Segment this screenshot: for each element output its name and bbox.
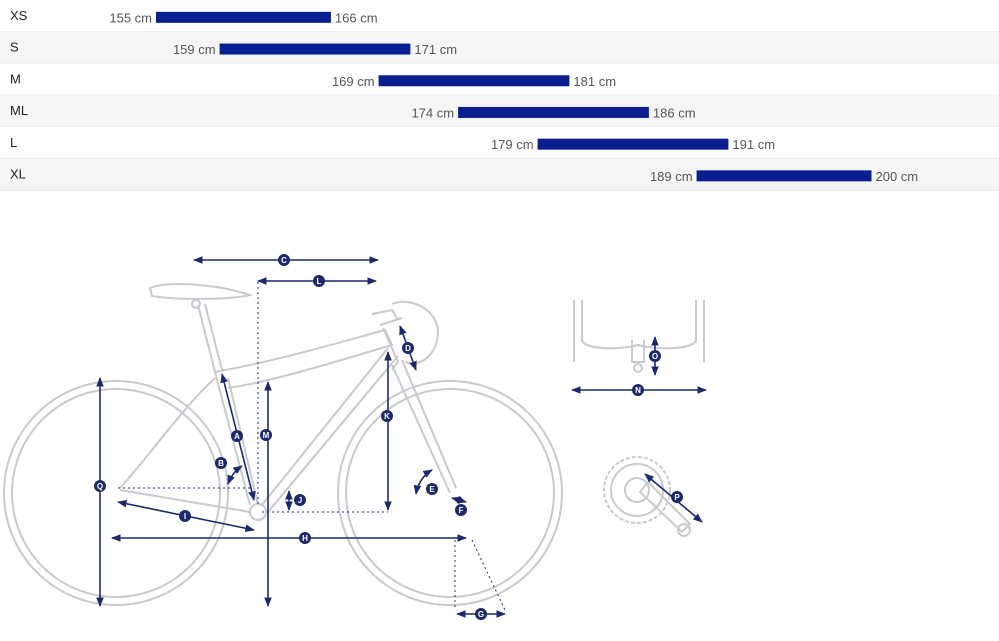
marker-d: D <box>402 342 414 354</box>
range-bar <box>458 106 649 118</box>
seatpost <box>197 303 223 373</box>
range-bar <box>156 11 331 23</box>
svg-text:J: J <box>298 496 302 505</box>
front-wheel <box>337 380 563 606</box>
marker-m: M <box>260 429 272 441</box>
svg-text:P: P <box>674 493 680 502</box>
svg-text:G: G <box>478 610 484 619</box>
range-max-label: 181 cm <box>573 74 616 89</box>
range-max-label: 171 cm <box>414 42 457 57</box>
row-bg <box>0 126 999 159</box>
marker-e: E <box>426 483 438 495</box>
bike-geometry-diagram: C L D K A M B Q J I H E F G O N P <box>3 254 707 620</box>
size-label: XS <box>10 8 28 23</box>
row-bg <box>0 31 999 64</box>
frame-seatstay <box>119 377 216 489</box>
stem <box>371 308 403 326</box>
handlebar-drop <box>391 300 440 365</box>
svg-text:K: K <box>384 412 390 421</box>
frame-chainstay <box>119 489 251 513</box>
marker-o: O <box>649 350 661 362</box>
marker-l: L <box>313 275 325 287</box>
svg-text:D: D <box>405 344 411 353</box>
dim-f <box>451 495 467 505</box>
handlebar-top-view <box>573 300 705 373</box>
range-bar <box>378 75 570 87</box>
marker-b: B <box>215 457 227 469</box>
range-max-label: 191 cm <box>732 137 775 152</box>
marker-g: G <box>475 608 487 620</box>
marker-a: A <box>231 430 243 442</box>
seat-clamp <box>191 299 201 309</box>
bike-outline <box>3 283 563 606</box>
range-bar <box>537 138 729 150</box>
dim-b <box>227 465 243 485</box>
marker-h: H <box>299 532 311 544</box>
marker-p: P <box>671 491 683 503</box>
reference-lines <box>118 282 506 611</box>
marker-k: K <box>381 410 393 422</box>
letter-markers: C L D K A M B Q J I H E F G O N P <box>94 254 683 620</box>
svg-text:B: B <box>218 459 224 468</box>
dim-e <box>413 469 433 495</box>
size-label: XL <box>10 167 26 182</box>
range-bar <box>219 43 411 55</box>
range-max-label: 166 cm <box>335 10 378 25</box>
svg-text:A: A <box>234 432 240 441</box>
size-label: ML <box>10 103 28 118</box>
frame-downtube <box>261 347 399 513</box>
size-label: M <box>10 71 21 86</box>
range-min-label: 155 cm <box>109 10 152 25</box>
dimension-arrows <box>96 256 506 618</box>
svg-text:N: N <box>635 386 641 395</box>
svg-text:H: H <box>302 534 308 543</box>
marker-f: F <box>455 504 467 516</box>
rear-wheel <box>3 380 229 606</box>
range-max-label: 186 cm <box>653 105 696 120</box>
range-min-label: 179 cm <box>491 137 534 152</box>
size-label: S <box>10 40 19 55</box>
range-min-label: 159 cm <box>173 42 216 57</box>
saddle <box>148 283 254 300</box>
marker-i: I <box>179 510 191 522</box>
svg-text:F: F <box>459 506 464 515</box>
svg-text:L: L <box>317 277 322 286</box>
front-wheel-inner <box>345 388 555 598</box>
marker-c: C <box>278 254 290 266</box>
frame-toptube <box>214 328 394 389</box>
range-bar <box>696 170 872 182</box>
size-range-chart: XS 155 cm 166 cm S 159 cm 171 cm M 169 cm 181 cm… <box>0 0 999 191</box>
range-min-label: 169 cm <box>332 74 375 89</box>
range-min-label: 174 cm <box>411 105 454 120</box>
svg-text:M: M <box>263 431 270 440</box>
marker-q: Q <box>94 480 106 492</box>
range-max-label: 200 cm <box>876 169 919 184</box>
svg-text:O: O <box>652 352 658 361</box>
svg-text:C: C <box>281 256 287 265</box>
svg-text:E: E <box>429 485 435 494</box>
marker-j: J <box>294 494 306 506</box>
svg-text:Q: Q <box>97 482 103 491</box>
size-label: L <box>10 135 17 150</box>
svg-text:I: I <box>184 512 186 521</box>
rear-wheel-inner <box>11 388 221 598</box>
range-min-label: 189 cm <box>650 169 693 184</box>
marker-n: N <box>632 384 644 396</box>
frame-fork <box>391 359 457 494</box>
